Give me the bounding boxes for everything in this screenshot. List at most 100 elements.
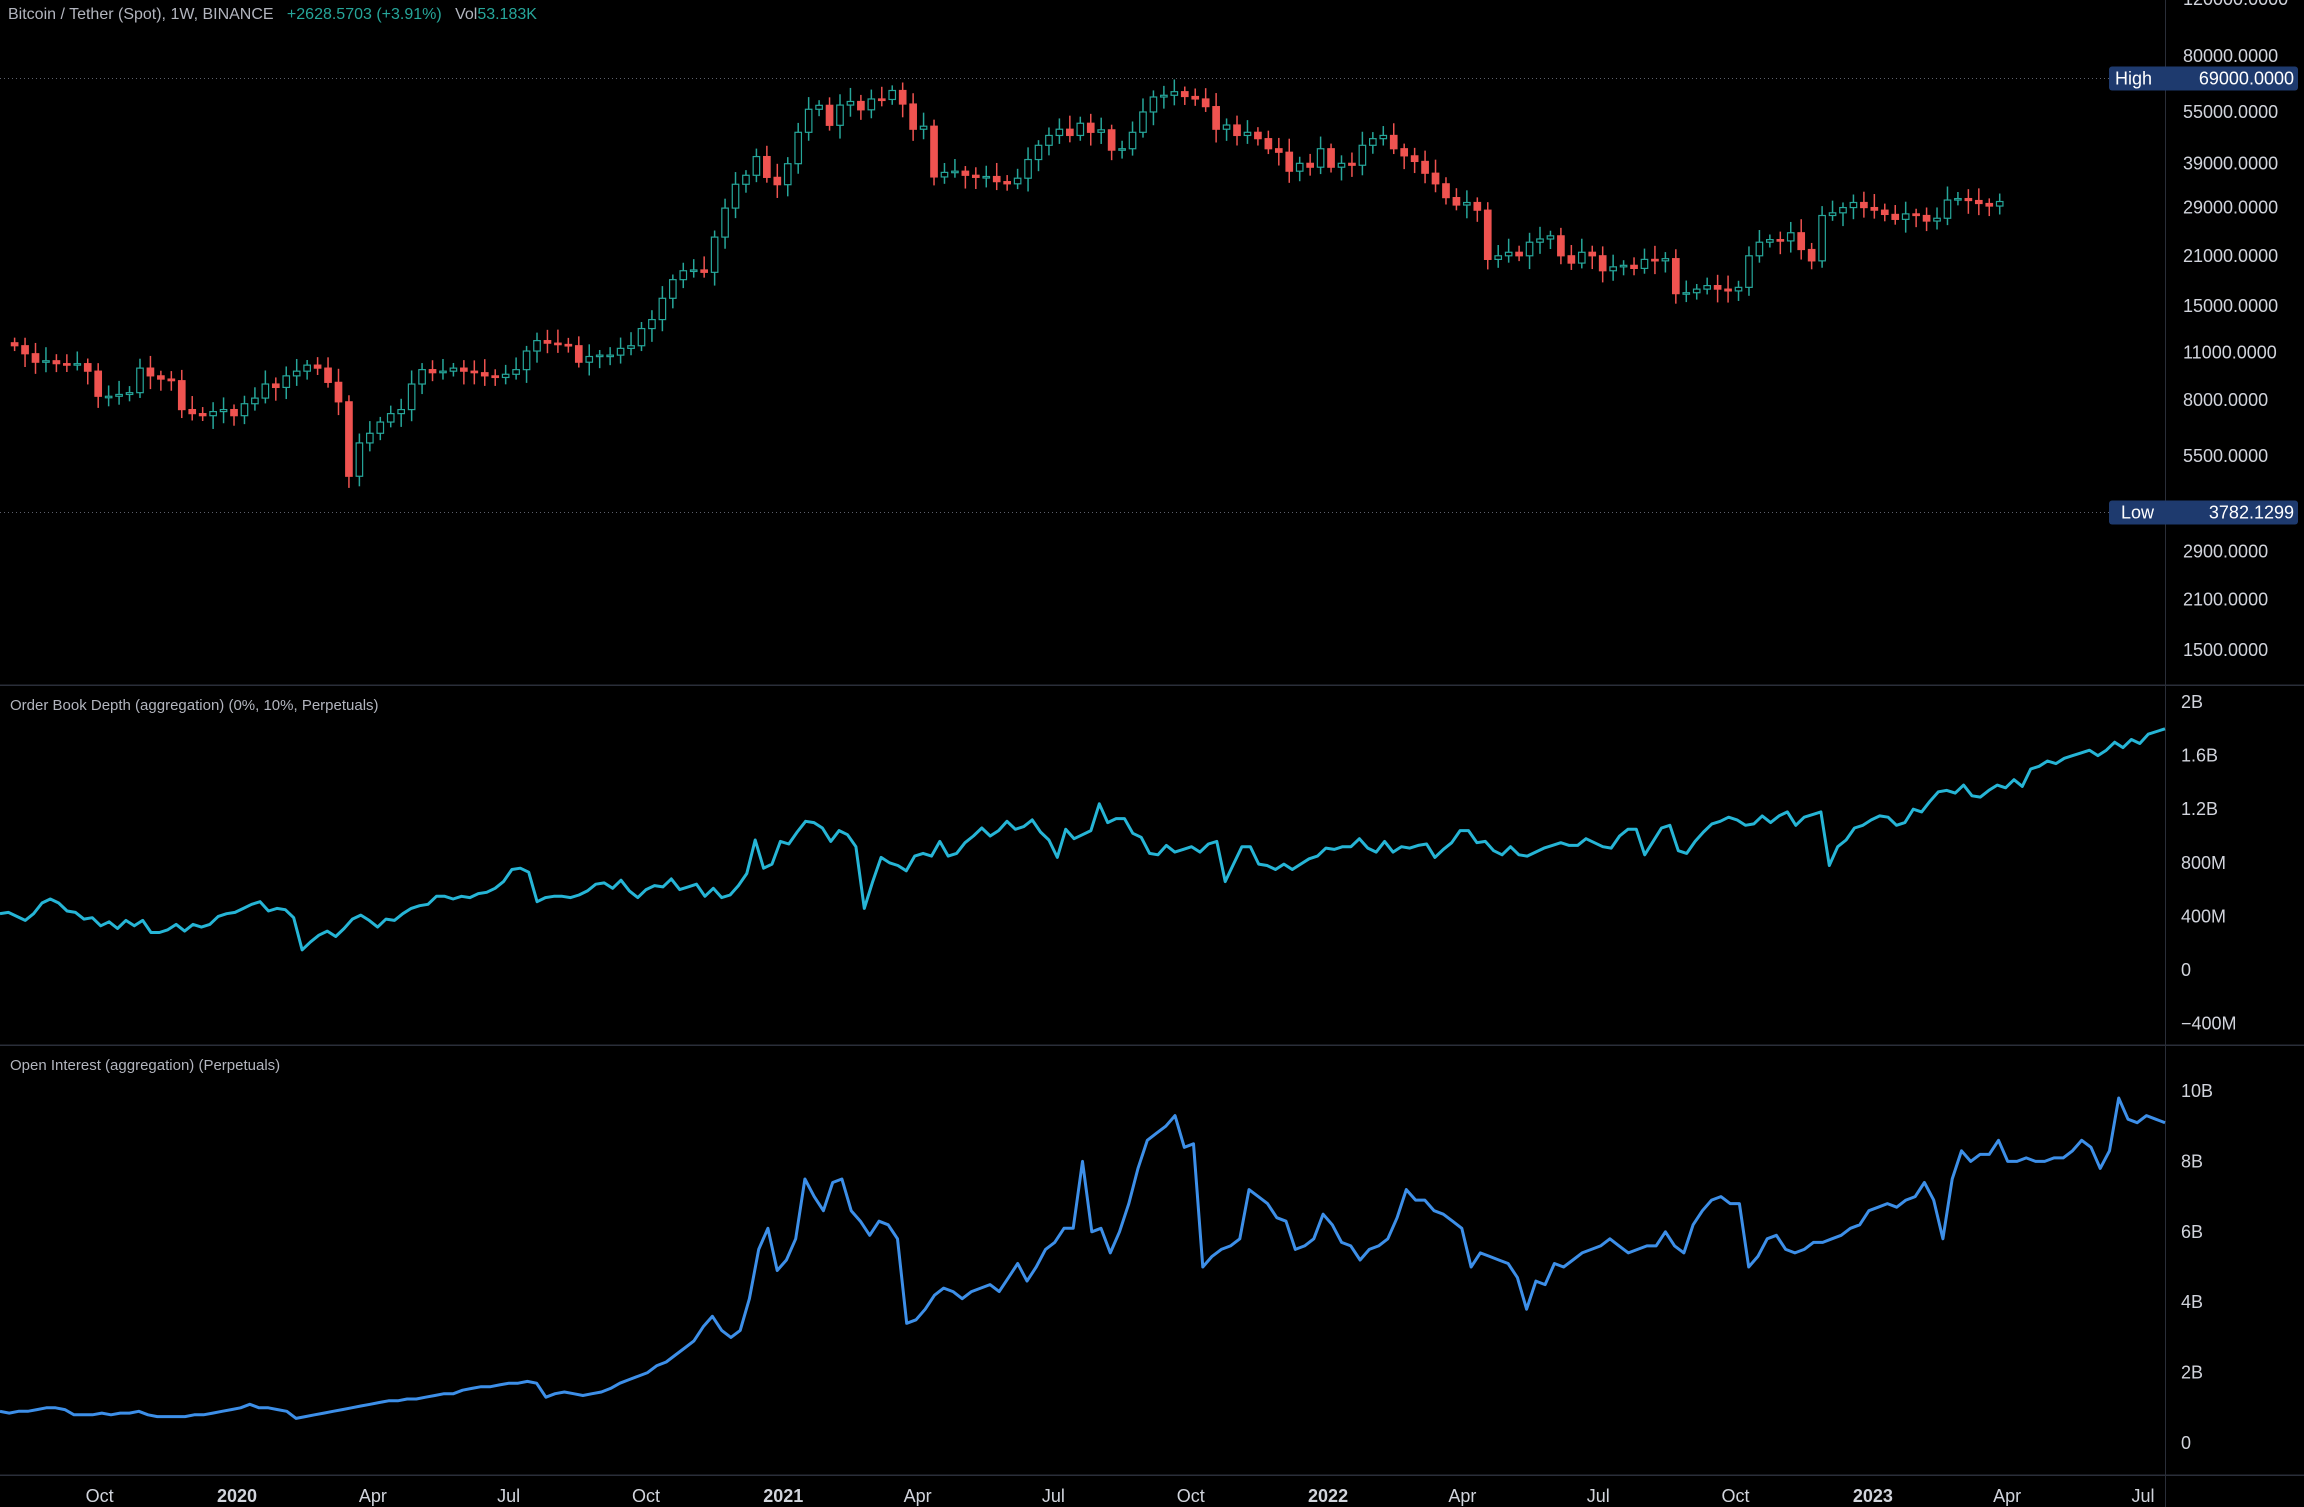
candle-body <box>648 318 656 330</box>
candle-body <box>1160 94 1168 98</box>
candle <box>1943 186 1952 226</box>
candle-body <box>449 367 458 372</box>
candle <box>616 337 625 364</box>
candle-body <box>1776 239 1785 242</box>
candle <box>1954 192 1962 206</box>
candle-body <box>1295 162 1304 172</box>
candle-body <box>10 342 19 347</box>
candle <box>271 377 280 401</box>
candle-body <box>689 269 698 273</box>
candle-body <box>679 270 688 281</box>
candle-body <box>157 375 165 380</box>
oi-tick-label: 8B <box>2181 1151 2203 1171</box>
candle <box>1557 227 1565 265</box>
candle-body <box>42 360 50 363</box>
candle <box>1473 197 1482 222</box>
candle <box>1243 120 1252 144</box>
candle <box>1912 208 1920 228</box>
candle-body <box>1201 98 1210 108</box>
candle-body <box>146 367 155 377</box>
candle-body <box>470 370 479 374</box>
candle <box>982 165 991 188</box>
candle <box>825 97 834 131</box>
candle-body <box>52 360 61 365</box>
candle-body <box>522 350 531 371</box>
candle-body <box>491 375 500 379</box>
order-book-depth-title: Order Book Depth (aggregation) (0%, 10%,… <box>10 697 379 714</box>
candle-body <box>1118 148 1126 151</box>
candle <box>1254 127 1262 146</box>
time-tick-label: Oct <box>1177 1486 1205 1506</box>
candle <box>710 230 719 286</box>
candle-body <box>1233 124 1241 137</box>
candle <box>1431 159 1440 193</box>
candle <box>1891 205 1900 225</box>
time-axis[interactable]: Oct 2020 Apr Jul Oct 2021 Apr Jul Oct 2022 Apr Jul O… <box>0 1476 2304 1507</box>
candle <box>637 322 646 352</box>
candle <box>397 398 406 427</box>
candle-body <box>345 401 353 477</box>
candle-body <box>1525 241 1534 257</box>
candle <box>146 355 155 390</box>
candle-body <box>1400 148 1409 157</box>
candle-body <box>94 370 103 397</box>
candle <box>1786 221 1795 253</box>
candle-body <box>1348 162 1356 166</box>
candle <box>554 329 562 353</box>
candle <box>324 357 332 388</box>
candle <box>355 433 364 487</box>
candle-body <box>1243 131 1252 137</box>
candle-body <box>1452 197 1461 206</box>
candle-body <box>73 363 82 366</box>
candle <box>313 357 322 375</box>
candle <box>1933 207 1941 230</box>
candle-body <box>1212 106 1220 130</box>
symbol-title: Bitcoin / Tether (Spot), 1W, BINANCE <box>8 6 274 23</box>
candle <box>1577 238 1586 269</box>
candle-body <box>1055 128 1064 137</box>
candle-body <box>83 363 92 372</box>
candle-body <box>794 131 803 165</box>
candle-body <box>951 170 959 174</box>
candle-body <box>1379 134 1388 140</box>
candle <box>1598 246 1607 283</box>
candle <box>1964 189 1973 214</box>
candle <box>909 93 917 141</box>
candle <box>679 262 688 289</box>
candle <box>992 162 1001 191</box>
candle-body <box>397 408 406 415</box>
candle <box>1003 175 1012 191</box>
candle-body <box>209 410 217 417</box>
candle <box>658 286 667 332</box>
candle-body <box>1682 292 1691 295</box>
order-book-depth-chart[interactable]: 2B 1.6B 1.2B 800M 400M 0 −400M <box>0 686 2304 1046</box>
candle-body <box>282 375 291 389</box>
oi-tick-label: 4B <box>2181 1292 2203 1312</box>
candle <box>1880 203 1889 222</box>
price-tick-label: 39000.0000 <box>2183 153 2278 173</box>
candle <box>10 337 19 352</box>
candle-body <box>1327 148 1335 168</box>
candle-body <box>1661 258 1670 262</box>
candle <box>418 363 426 395</box>
candle-body <box>1640 258 1649 269</box>
candle-body <box>543 340 552 344</box>
candle-body <box>1828 212 1837 217</box>
candle <box>1160 85 1168 109</box>
candle <box>815 100 823 117</box>
candle-body <box>1860 201 1868 209</box>
candle-body <box>1546 235 1555 240</box>
candle-body <box>752 155 761 176</box>
price-chart[interactable]: 120000.0000 80000.0000 55000.0000 39000.000… <box>0 0 2304 686</box>
candle <box>1233 115 1241 146</box>
candle <box>585 344 594 376</box>
candle <box>1285 138 1294 183</box>
price-tick-label: 21000.0000 <box>2183 246 2278 266</box>
candle <box>648 310 656 342</box>
candle <box>345 395 353 488</box>
candle-body <box>668 279 677 299</box>
candle-body <box>919 125 928 130</box>
candle-body <box>857 100 865 111</box>
candle-body <box>125 392 134 396</box>
